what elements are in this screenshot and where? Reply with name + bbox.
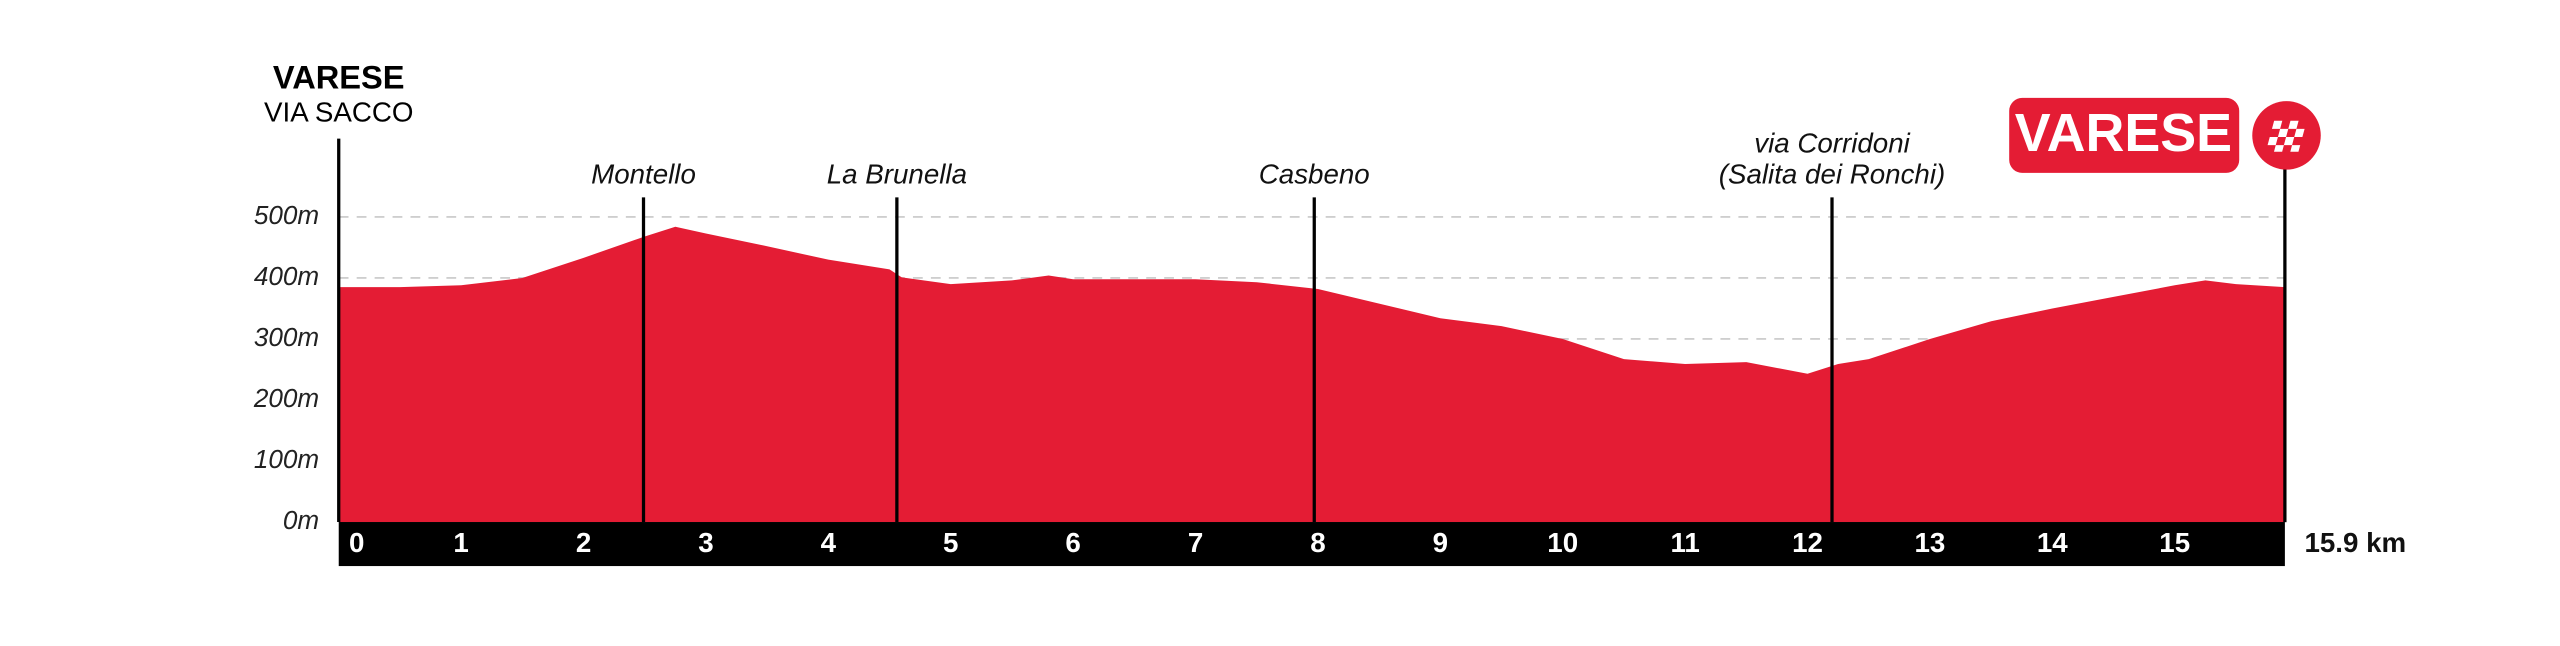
x-tick-label: 2: [576, 527, 591, 558]
finish-badge: VARESE: [2009, 97, 2321, 173]
climb-label: (Salita dei Ronchi): [1719, 159, 1945, 190]
climb-label: Montello: [591, 159, 696, 190]
finish-box: [2009, 97, 2240, 173]
x-tick-label: 8: [1310, 527, 1325, 558]
x-tick-label: 6: [1065, 527, 1080, 558]
x-tick-label: 13: [1915, 527, 1946, 558]
x-tick-label: 0: [349, 527, 364, 558]
y-tick-label: 0m: [283, 505, 319, 535]
x-tick-label: 5: [943, 527, 958, 558]
x-tick-label: 10: [1547, 527, 1578, 558]
y-tick-label: 400m: [254, 261, 319, 291]
x-tick-label: 12: [1792, 527, 1823, 558]
y-tick-label: 500m: [254, 200, 319, 230]
x-tick-label: 14: [2037, 527, 2068, 558]
climb-label: Casbeno: [1259, 159, 1370, 190]
x-tick-label: 3: [698, 527, 713, 558]
y-tick-label: 200m: [253, 383, 319, 413]
elevation-area: [338, 226, 2285, 523]
x-tick-label: 15: [2159, 527, 2190, 558]
start-subtitle: VIA SACCO: [264, 97, 413, 128]
y-tick-label: 100m: [254, 444, 319, 474]
x-tick-label: 7: [1188, 527, 1203, 558]
x-end-label: 15.9 km: [2304, 527, 2406, 558]
checkered-icon: [2267, 120, 2305, 152]
finish-flag: [2252, 101, 2321, 170]
y-tick-label: 300m: [254, 322, 319, 352]
x-tick-label: 1: [453, 527, 468, 558]
finish-label: VARESE: [2015, 103, 2232, 163]
distance-bar: [338, 522, 2285, 567]
climb-label: via Corridoni: [1754, 128, 1910, 159]
x-tick-label: 4: [821, 527, 837, 558]
x-tick-label: 9: [1433, 527, 1448, 558]
climb-label: La Brunella: [827, 159, 967, 190]
start-title: VARESE: [273, 59, 405, 96]
x-tick-label: 11: [1670, 527, 1699, 558]
